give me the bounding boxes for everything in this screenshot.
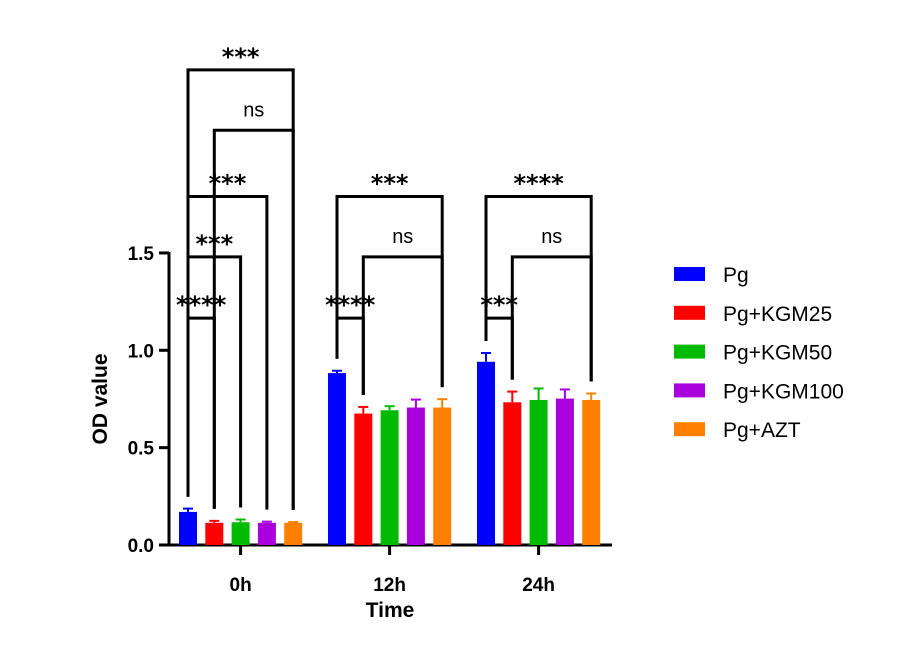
y-tick-label: 1.0: [128, 341, 154, 362]
significance-bracket: [361, 255, 444, 395]
significance-bracket: [186, 316, 216, 509]
bar-pg-kgm50-0h: [231, 522, 250, 545]
bar-pg-12h: [328, 373, 346, 545]
significance-label: ns: [392, 226, 413, 248]
legend-label: Pg: [723, 264, 749, 287]
bar-pg-kgm50-12h: [380, 410, 399, 545]
legend-swatch: [674, 305, 705, 320]
bar-pg-azt-0h: [284, 522, 303, 545]
bar-pg-kgm25-0h: [205, 522, 224, 545]
bar-pg-kgm25-12h: [354, 413, 373, 545]
significance-label: ****: [325, 291, 376, 319]
x-tick-label: 24h: [522, 575, 555, 596]
bar-pg-0h: [179, 511, 197, 545]
bar-pg-kgm100-12h: [406, 407, 425, 545]
significance-label: ns: [541, 226, 562, 248]
bar-pg-24h: [477, 361, 495, 545]
significance-label: ns: [243, 99, 264, 121]
x-tick-label: 0h: [230, 575, 252, 596]
significance-bracket: [484, 194, 593, 382]
x-tick-label: 12h: [373, 575, 406, 596]
legend-swatch: [674, 267, 705, 281]
legend-swatch: [674, 344, 705, 359]
significance-bracket: [335, 194, 444, 388]
y-tick-label: 0.5: [128, 439, 155, 460]
bar-pg-azt-12h: [433, 407, 452, 545]
x-axis-label: Time: [366, 599, 415, 622]
y-tick-label: 0.0: [128, 536, 154, 557]
legend-label: Pg+KGM25: [723, 303, 832, 326]
bar-pg-kgm100-0h: [257, 522, 276, 545]
significance-label: ***: [222, 43, 260, 71]
bar-pg-kgm50-24h: [529, 399, 548, 545]
legend-label: Pg+KGM50: [723, 342, 832, 365]
bar-pg-kgm25-24h: [503, 402, 522, 545]
significance-label: ****: [176, 291, 227, 319]
legend-label: Pg+KGM100: [723, 380, 844, 403]
significance-label: ****: [513, 169, 564, 197]
legend-label: Pg+AZT: [723, 419, 801, 442]
y-axis-label: OD value: [89, 353, 112, 444]
bar-pg-azt-24h: [582, 399, 601, 545]
y-tick-label: 1.5: [128, 244, 155, 265]
legend-swatch: [674, 422, 705, 437]
significance-bracket: [510, 255, 593, 382]
bar-pg-kgm100-24h: [555, 398, 574, 545]
significance-label: ***: [371, 169, 409, 197]
significance-bracket: [186, 68, 295, 511]
legend-swatch: [674, 383, 705, 398]
